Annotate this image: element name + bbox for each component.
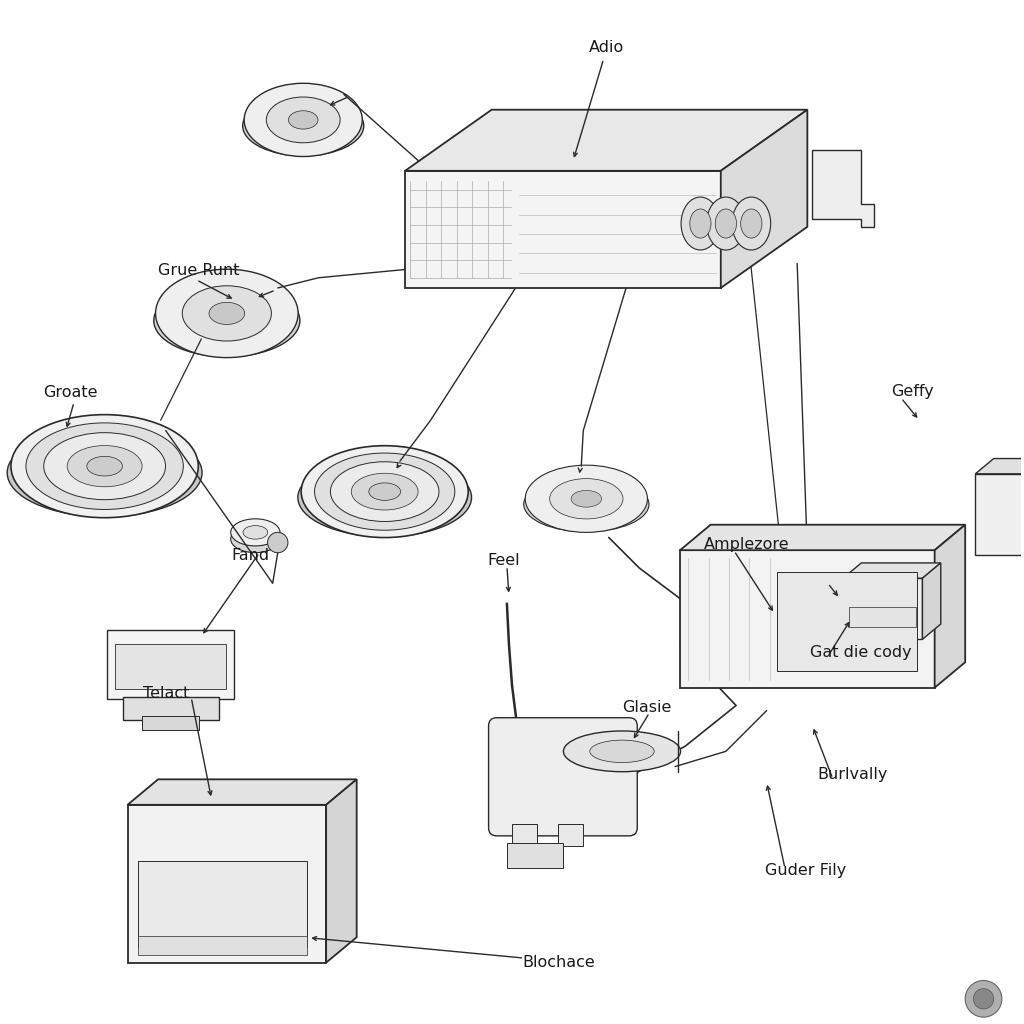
Ellipse shape	[289, 111, 318, 129]
Text: Amplezore: Amplezore	[703, 538, 790, 552]
Text: Groate: Groate	[43, 385, 98, 400]
Bar	[123, 697, 218, 720]
Ellipse shape	[732, 197, 771, 250]
Ellipse shape	[525, 465, 647, 532]
Ellipse shape	[563, 731, 681, 772]
Ellipse shape	[209, 302, 245, 325]
Ellipse shape	[230, 525, 280, 553]
Bar	[116, 644, 226, 689]
Ellipse shape	[156, 269, 298, 357]
Ellipse shape	[331, 462, 439, 521]
Ellipse shape	[243, 525, 267, 540]
Text: Geffy: Geffy	[891, 384, 934, 399]
Bar	[795, 588, 811, 606]
Circle shape	[974, 988, 993, 1009]
Bar	[777, 572, 916, 671]
Text: Feel: Feel	[487, 553, 520, 568]
Text: Gat die cody: Gat die cody	[810, 645, 912, 660]
Polygon shape	[406, 110, 807, 171]
Ellipse shape	[550, 478, 623, 519]
Polygon shape	[721, 110, 807, 288]
Ellipse shape	[7, 429, 202, 517]
Ellipse shape	[715, 209, 736, 239]
Ellipse shape	[266, 97, 340, 142]
Text: Telact: Telact	[143, 686, 189, 700]
Ellipse shape	[44, 433, 166, 500]
Bar	[512, 823, 538, 846]
Ellipse shape	[590, 740, 654, 763]
Text: Grue Runt: Grue Runt	[158, 263, 239, 279]
Ellipse shape	[87, 457, 123, 476]
Polygon shape	[935, 524, 966, 688]
Text: Glasie: Glasie	[622, 700, 672, 715]
Ellipse shape	[11, 415, 199, 518]
Ellipse shape	[26, 423, 183, 510]
Ellipse shape	[298, 459, 471, 537]
Ellipse shape	[154, 285, 300, 356]
Polygon shape	[680, 524, 966, 550]
Text: Blochace: Blochace	[522, 954, 595, 970]
Bar	[137, 936, 306, 954]
Text: Guder Fily: Guder Fily	[765, 863, 846, 878]
Bar	[976, 474, 1024, 555]
Text: Adio: Adio	[589, 40, 624, 55]
Polygon shape	[976, 459, 1024, 474]
Ellipse shape	[314, 453, 455, 530]
Bar	[108, 630, 234, 699]
Polygon shape	[680, 550, 935, 688]
Ellipse shape	[230, 519, 280, 546]
Circle shape	[267, 532, 288, 553]
Ellipse shape	[690, 209, 711, 239]
Circle shape	[966, 981, 1001, 1017]
Polygon shape	[923, 563, 941, 639]
Ellipse shape	[369, 483, 400, 501]
Polygon shape	[812, 151, 873, 227]
Bar	[142, 716, 200, 730]
Bar	[507, 843, 563, 868]
FancyBboxPatch shape	[488, 718, 637, 836]
Polygon shape	[128, 779, 356, 805]
Ellipse shape	[523, 477, 649, 531]
Polygon shape	[326, 779, 356, 963]
Ellipse shape	[571, 490, 602, 507]
Bar	[849, 606, 916, 627]
Polygon shape	[843, 563, 941, 579]
Ellipse shape	[351, 473, 418, 510]
Ellipse shape	[68, 445, 142, 486]
Bar	[558, 823, 584, 846]
Bar	[787, 597, 843, 624]
Text: Fand: Fand	[230, 548, 269, 563]
Polygon shape	[406, 171, 721, 288]
Ellipse shape	[301, 445, 468, 538]
Ellipse shape	[740, 209, 762, 239]
Ellipse shape	[244, 83, 362, 157]
Bar	[843, 579, 923, 639]
Ellipse shape	[182, 286, 271, 341]
Bar	[137, 860, 306, 947]
Text: Burlvally: Burlvally	[817, 767, 888, 782]
Ellipse shape	[681, 197, 720, 250]
Bar	[128, 805, 326, 963]
Ellipse shape	[243, 96, 364, 156]
Ellipse shape	[707, 197, 745, 250]
